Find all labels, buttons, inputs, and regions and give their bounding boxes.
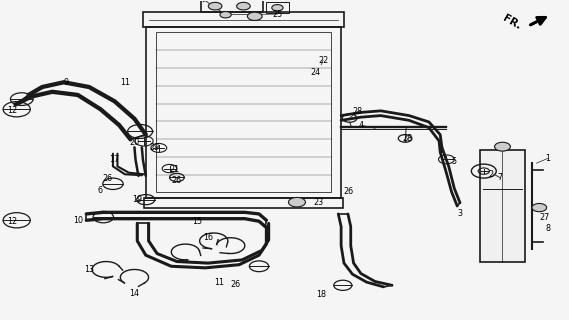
- Circle shape: [288, 197, 306, 207]
- Text: 29: 29: [149, 143, 159, 152]
- Text: 26: 26: [103, 174, 113, 183]
- Text: 26: 26: [344, 187, 353, 196]
- Text: 3: 3: [457, 209, 463, 219]
- Text: 5: 5: [452, 157, 457, 166]
- Circle shape: [494, 142, 510, 151]
- Text: 16: 16: [203, 233, 213, 242]
- Text: 8: 8: [545, 224, 550, 233]
- Text: 17: 17: [110, 156, 119, 164]
- Text: 26: 26: [172, 176, 182, 185]
- Text: 11: 11: [215, 278, 224, 287]
- Text: 12: 12: [7, 217, 18, 226]
- Text: 1: 1: [545, 154, 550, 163]
- Circle shape: [237, 2, 250, 10]
- Text: 23: 23: [314, 198, 324, 207]
- Bar: [266, 2, 288, 13]
- Text: 11: 11: [120, 78, 130, 87]
- Text: 14: 14: [130, 289, 139, 298]
- Text: 4: 4: [358, 121, 364, 130]
- Text: 13: 13: [84, 265, 94, 274]
- Text: 20: 20: [129, 138, 139, 147]
- Text: 21: 21: [169, 165, 179, 174]
- Text: 19: 19: [132, 195, 142, 204]
- Text: 9: 9: [64, 78, 69, 87]
- Text: 2: 2: [489, 170, 494, 179]
- Text: 22: 22: [318, 56, 328, 65]
- Text: 28: 28: [352, 107, 362, 116]
- Text: 24: 24: [311, 68, 321, 77]
- Bar: [201, 0, 263, 12]
- Text: 6: 6: [98, 186, 103, 195]
- Circle shape: [208, 2, 222, 10]
- Bar: [144, 198, 343, 208]
- Text: 18: 18: [316, 290, 326, 299]
- Circle shape: [248, 12, 262, 20]
- Text: 15: 15: [192, 217, 202, 226]
- Circle shape: [220, 12, 231, 18]
- Bar: [480, 150, 525, 261]
- Text: 28: 28: [403, 134, 413, 143]
- Text: FR.: FR.: [501, 13, 522, 31]
- Text: 27: 27: [540, 212, 550, 221]
- Circle shape: [272, 4, 283, 11]
- Text: 26: 26: [230, 280, 240, 289]
- Text: 7: 7: [497, 173, 502, 182]
- Text: 10: 10: [73, 216, 83, 225]
- Text: 25: 25: [272, 10, 282, 19]
- Circle shape: [532, 204, 547, 212]
- Bar: [143, 12, 344, 27]
- Text: 12: 12: [7, 106, 18, 115]
